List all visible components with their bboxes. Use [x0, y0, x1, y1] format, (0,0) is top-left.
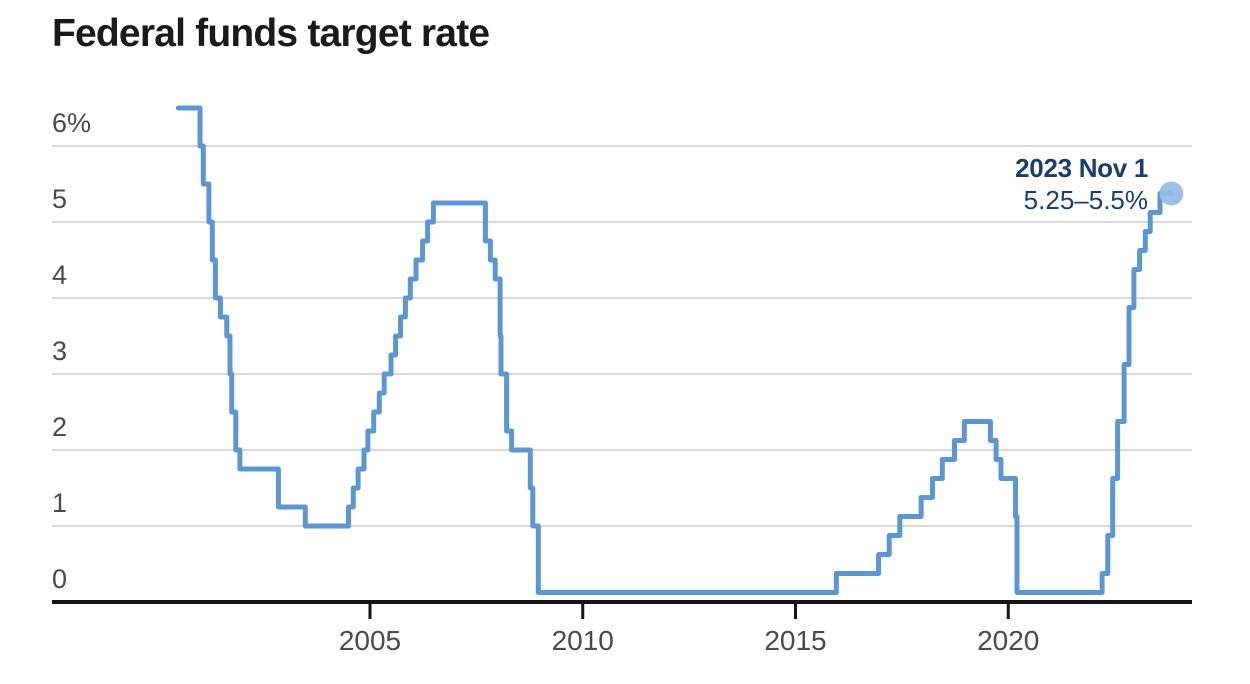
chart-title: Federal funds target rate [52, 12, 490, 55]
y-tick-label: 5 [52, 184, 68, 214]
y-tick-label: 3 [52, 336, 68, 366]
latest-value-annotation: 2023 Nov 1 5.25–5.5% [1015, 153, 1148, 216]
y-tick-label: 4 [52, 260, 68, 290]
x-tick-label: 2020 [977, 625, 1040, 656]
x-tick-label: 2010 [551, 625, 614, 656]
rate-step-line [175, 105, 1174, 595]
y-tick-label: 2 [52, 412, 68, 442]
annotation-rate-range: 5.25–5.5% [1023, 184, 1148, 215]
x-tick-label: 2005 [338, 625, 402, 656]
y-tick-label: 0 [52, 564, 68, 594]
y-tick-label: 6% [52, 108, 92, 138]
latest-value-dot [1159, 181, 1184, 206]
x-tick-label: 2015 [764, 625, 827, 656]
y-tick-label: 1 [52, 488, 68, 518]
annotation-date: 2023 Nov 1 [1015, 153, 1148, 183]
